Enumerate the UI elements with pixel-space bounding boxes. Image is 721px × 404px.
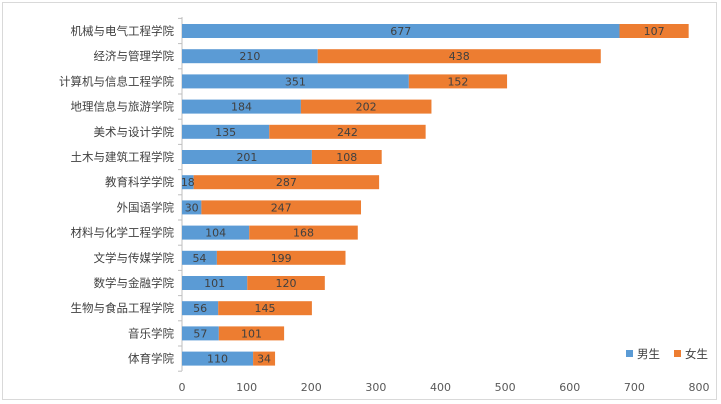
data-label-male-5: 201 xyxy=(236,151,257,164)
data-label-male-0: 677 xyxy=(390,25,411,38)
data-label-female-6: 287 xyxy=(276,176,297,189)
data-label-female-1: 438 xyxy=(449,50,470,63)
data-labels-group: 677 107 210 438 351 152 184 202 135 242 201 108 18 28… xyxy=(181,25,665,366)
bar-female-12 xyxy=(218,326,285,341)
category-label: 教育科学学院 xyxy=(105,175,174,189)
bar-male-2 xyxy=(182,74,409,89)
bar-male-7 xyxy=(182,200,202,215)
data-label-male-7: 30 xyxy=(185,201,199,214)
x-tick-label: 700 xyxy=(624,381,645,394)
bar-male-12 xyxy=(182,326,219,341)
bar-female-5 xyxy=(311,150,382,164)
bar-male-1 xyxy=(182,49,318,64)
bar-female-8 xyxy=(249,225,358,240)
data-label-male-6: 18 xyxy=(181,176,195,189)
category-label: 外国语学院 xyxy=(117,200,175,214)
category-label: 音乐学院 xyxy=(128,326,174,340)
data-label-male-10: 101 xyxy=(204,277,225,290)
data-label-female-12: 101 xyxy=(241,327,262,340)
data-label-female-0: 107 xyxy=(644,25,665,38)
data-label-female-2: 152 xyxy=(447,75,468,88)
data-label-male-8: 104 xyxy=(205,227,226,240)
bar-female-7 xyxy=(201,200,362,215)
x-axis-ticks: 0 100 200 300 400 500 600 700 800 xyxy=(179,381,710,394)
x-tick-label: 300 xyxy=(365,381,386,394)
category-label: 经济与管理学院 xyxy=(94,49,175,63)
bar-female-10 xyxy=(247,276,325,290)
x-tick-label: 500 xyxy=(495,381,516,394)
legend-swatch-male xyxy=(626,350,633,357)
bar-male-3 xyxy=(182,99,301,114)
category-label: 生物与食品工程学院 xyxy=(71,301,175,315)
data-label-male-1: 210 xyxy=(239,50,260,63)
data-label-male-3: 184 xyxy=(231,101,252,114)
category-label: 计算机与信息工程学院 xyxy=(59,74,174,88)
bar-male-6 xyxy=(182,175,194,190)
bar-female-0 xyxy=(619,24,689,38)
bar-female-11 xyxy=(218,301,312,316)
category-label: 体育学院 xyxy=(128,352,174,366)
legend: 男生 女生 xyxy=(626,347,708,361)
bar-male-11 xyxy=(182,301,219,316)
bar-female-1 xyxy=(317,49,601,64)
bar-male-4 xyxy=(182,124,270,139)
legend-swatch-female xyxy=(674,350,681,357)
bar-female-13 xyxy=(253,351,276,366)
bars-group xyxy=(182,24,689,366)
data-label-male-11: 56 xyxy=(193,302,207,315)
bar-male-10 xyxy=(182,276,248,290)
category-axis: 机械与电气工程学院经济与管理学院计算机与信息工程学院地理信息与旅游学院美术与设计… xyxy=(59,17,183,372)
x-tick-label: 0 xyxy=(179,381,186,394)
data-label-male-2: 351 xyxy=(285,75,306,88)
bar-male-8 xyxy=(182,225,250,240)
data-label-male-4: 135 xyxy=(215,126,236,139)
data-label-female-5: 108 xyxy=(336,151,357,164)
bar-male-5 xyxy=(182,150,312,164)
bar-male-0 xyxy=(182,24,620,38)
bar-male-9 xyxy=(182,250,217,265)
bar-female-3 xyxy=(300,99,432,114)
data-label-female-13: 34 xyxy=(257,353,271,366)
x-tick-label: 600 xyxy=(559,381,580,394)
data-label-female-8: 168 xyxy=(293,227,314,240)
data-label-male-13: 110 xyxy=(207,353,228,366)
category-label: 美术与设计学院 xyxy=(94,125,175,139)
x-tick-label: 200 xyxy=(301,381,322,394)
legend-label-male: 男生 xyxy=(637,347,660,361)
bar-male-13 xyxy=(182,351,254,366)
category-label: 材料与化学工程学院 xyxy=(71,226,175,240)
data-label-female-7: 247 xyxy=(271,201,292,214)
data-label-female-11: 145 xyxy=(255,302,276,315)
category-label: 数学与金融学院 xyxy=(94,276,175,290)
category-label: 文学与传媒学院 xyxy=(94,251,175,265)
category-label: 机械与电气工程学院 xyxy=(71,24,175,38)
data-label-male-12: 57 xyxy=(193,327,207,340)
data-label-female-9: 199 xyxy=(271,252,292,265)
data-label-female-3: 202 xyxy=(356,101,377,114)
bar-female-9 xyxy=(216,250,346,265)
data-label-female-4: 242 xyxy=(337,126,358,139)
data-label-female-10: 120 xyxy=(276,277,297,290)
x-tick-label: 400 xyxy=(430,381,451,394)
x-tick-label: 800 xyxy=(689,381,710,394)
legend-label-female: 女生 xyxy=(685,347,708,361)
bar-female-4 xyxy=(269,124,426,139)
category-label: 土木与建筑工程学院 xyxy=(71,150,175,164)
bar-female-2 xyxy=(408,74,508,89)
bar-female-6 xyxy=(193,175,380,190)
data-label-male-9: 54 xyxy=(192,252,206,265)
x-tick-label: 100 xyxy=(236,381,257,394)
category-label: 地理信息与旅游学院 xyxy=(71,100,175,114)
